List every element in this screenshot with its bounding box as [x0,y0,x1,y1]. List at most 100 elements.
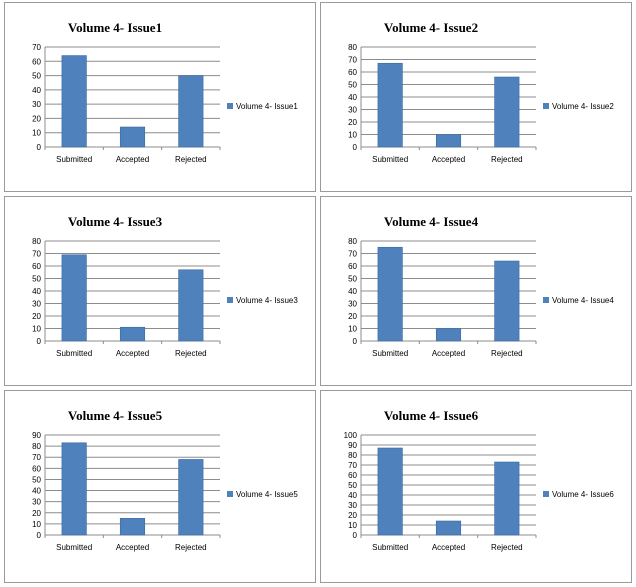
legend-label: Volume 4- Issue1 [236,102,298,111]
y-tick-label: 0 [353,337,358,346]
bar-accepted [119,326,146,342]
category-label: Accepted [116,155,149,164]
bar-submitted [61,254,87,342]
bar-accepted [119,126,146,148]
category-label: Rejected [175,155,207,164]
category-label: Rejected [491,543,523,552]
legend-swatch [227,297,233,303]
category-label: Rejected [491,349,523,358]
y-tick-label: 60 [32,464,41,473]
bar-submitted [377,246,403,342]
bar-rejected [178,459,204,536]
y-tick-label: 70 [32,250,41,259]
y-tick-label: 50 [348,81,357,90]
y-tick-label: 40 [32,487,41,496]
category-label: Accepted [432,155,465,164]
y-tick-label: 20 [348,118,357,127]
legend-label: Volume 4- Issue3 [236,296,298,305]
category-label: Submitted [372,349,408,358]
y-tick-label: 30 [32,498,41,507]
y-tick-label: 100 [344,431,358,440]
y-tick-label: 90 [348,441,357,450]
y-tick-label: 20 [348,511,357,520]
bar-accepted [435,328,462,342]
y-tick-label: 20 [32,114,41,123]
category-label: Submitted [372,543,408,552]
y-tick-label: 30 [348,106,357,115]
legend-swatch [543,491,549,497]
chart-issue1: Volume 4- Issue1 0 10 20 30 40 50 60 70 Submitted… [32,20,298,164]
legend-label: Volume 4- Issue2 [552,102,614,111]
y-tick-label: 10 [32,520,41,529]
y-tick-label: 40 [348,93,357,102]
y-tick-label: 80 [348,451,357,460]
category-label: Accepted [116,349,149,358]
bar-accepted [435,520,462,536]
chart-issue2: Volume 4- Issue2 0 10 20 30 40 50 60 70 80 Submitt… [348,20,614,164]
y-tick-label: 50 [32,475,41,484]
legend-swatch [543,297,549,303]
chart-panel-issue3: Volume 4- Issue3 0 10 20 30 40 50 60 70 80 Submitt… [4,196,316,386]
category-label: Submitted [372,155,408,164]
legend-swatch [543,103,549,109]
category-label: Accepted [116,543,149,552]
y-tick-label: 10 [32,129,41,138]
y-tick-label: 40 [348,491,357,500]
legend-label: Volume 4- Issue6 [552,490,614,499]
y-tick-label: 30 [348,300,357,309]
y-tick-label: 60 [348,471,357,480]
bar-submitted [377,62,403,148]
legend-swatch [227,491,233,497]
y-tick-label: 20 [348,312,357,321]
bar-submitted [377,447,403,536]
y-tick-label: 10 [32,325,41,334]
y-tick-label: 90 [32,431,41,440]
category-label: Submitted [56,155,92,164]
y-tick-label: 60 [32,57,41,66]
y-tick-label: 50 [32,275,41,284]
y-tick-label: 0 [37,531,42,540]
y-tick-label: 80 [32,237,41,246]
category-label: Submitted [56,543,92,552]
y-tick-label: 0 [37,337,42,346]
category-label: Rejected [175,349,207,358]
chart-issue4: Volume 4- Issue4 0 10 20 30 40 50 60 70 80 Submitt… [348,214,614,358]
chart-issue5: Volume 4- Issue5 0 10 20 30 40 50 60 70 80 90 Submi… [32,408,298,552]
y-tick-label: 50 [32,72,41,81]
chart-title: Volume 4- Issue4 [384,214,479,229]
bar-rejected [494,76,520,148]
bar-rejected [494,260,520,342]
y-tick-label: 70 [348,56,357,65]
bar-submitted [61,442,87,536]
category-label: Submitted [56,349,92,358]
chart-panel-issue1: Volume 4- Issue1 0 10 20 30 40 50 60 70 Submitted… [4,2,316,192]
y-tick-label: 10 [348,325,357,334]
y-tick-label: 10 [348,521,357,530]
bar-accepted [435,134,462,148]
chart-title: Volume 4- Issue1 [68,20,162,35]
chart-panel-issue2: Volume 4- Issue2 0 10 20 30 40 50 60 70 80 Submitt… [320,2,632,192]
chart-panel-issue4: Volume 4- Issue4 0 10 20 30 40 50 60 70 80 Submitt… [320,196,632,386]
y-tick-label: 60 [32,262,41,271]
category-label: Rejected [175,543,207,552]
y-tick-label: 30 [348,501,357,510]
y-tick-label: 60 [348,68,357,77]
y-tick-label: 20 [32,509,41,518]
y-tick-label: 80 [348,43,357,52]
y-tick-label: 40 [32,86,41,95]
y-tick-label: 30 [32,100,41,109]
y-tick-label: 70 [32,453,41,462]
legend-swatch [227,103,233,109]
y-tick-label: 60 [348,262,357,271]
bar-rejected [178,75,204,148]
chart-issue3: Volume 4- Issue3 0 10 20 30 40 50 60 70 80 Submitt… [32,214,298,358]
y-tick-label: 40 [348,287,357,296]
y-tick-label: 20 [32,312,41,321]
chart-title: Volume 4- Issue6 [384,408,479,423]
legend-label: Volume 4- Issue5 [236,490,298,499]
y-tick-label: 40 [32,287,41,296]
category-label: Rejected [491,155,523,164]
chart-title: Volume 4- Issue5 [68,408,163,423]
y-tick-label: 50 [348,275,357,284]
